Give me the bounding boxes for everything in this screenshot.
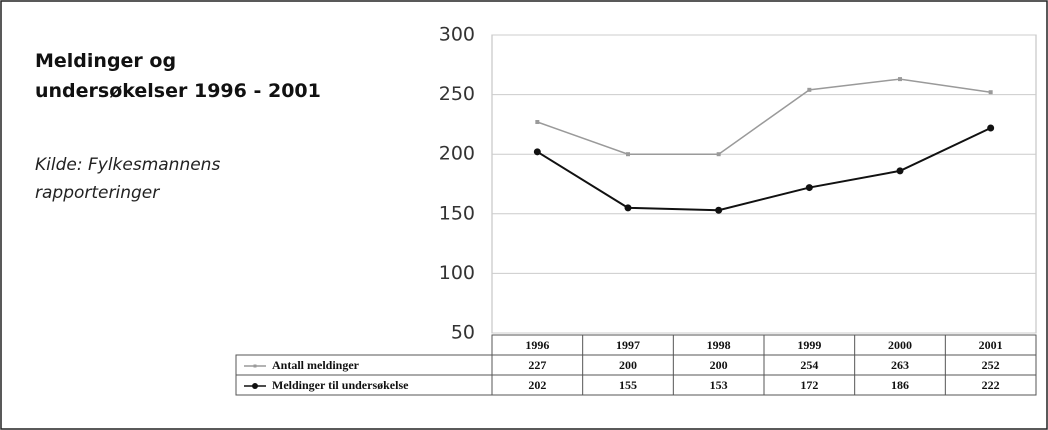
legend-marker — [253, 364, 257, 368]
x-tick-label: 2000 — [888, 338, 912, 352]
table-value: 252 — [982, 358, 1000, 372]
y-tick-label: 250 — [439, 83, 475, 105]
legend-label: Antall meldinger — [272, 358, 360, 372]
table-value: 254 — [800, 358, 818, 372]
data-point — [626, 152, 630, 157]
y-tick-label: 200 — [439, 143, 475, 165]
title-line: undersøkelser 1996 - 2001 — [35, 80, 321, 102]
data-point — [805, 184, 813, 192]
plot-area — [491, 34, 1037, 334]
x-tick-label: 2001 — [979, 338, 1003, 352]
x-tick-label: 1999 — [797, 338, 821, 352]
legend-marker — [252, 383, 258, 389]
data-point — [988, 90, 993, 95]
legend-label: Meldinger til undersøkelse — [272, 378, 409, 392]
table-value: 155 — [619, 378, 637, 392]
title-line: Meldinger og — [35, 50, 176, 72]
data-point — [715, 206, 723, 214]
table-value: 202 — [528, 378, 546, 392]
table-value: 263 — [891, 358, 909, 372]
table-value: 186 — [891, 378, 909, 392]
source-line: rapporteringer — [35, 183, 160, 203]
data-point — [807, 87, 812, 92]
table-value: 200 — [710, 358, 728, 372]
data-point — [624, 204, 632, 212]
series-line — [537, 78, 991, 155]
x-tick-label: 1998 — [707, 338, 731, 352]
y-tick-label: 100 — [439, 262, 475, 284]
y-tick-label: 300 — [439, 24, 475, 46]
table-value: 222 — [982, 378, 1000, 392]
table-value: 153 — [710, 378, 728, 392]
data-point — [533, 148, 541, 156]
data-point — [716, 152, 721, 157]
table-value: 172 — [800, 378, 818, 392]
x-tick-label: 1996 — [525, 338, 549, 352]
y-tick-label: 50 — [451, 322, 475, 344]
data-point — [987, 124, 995, 132]
data-point — [535, 120, 540, 125]
table-value: 200 — [619, 358, 637, 372]
table-value: 227 — [528, 358, 546, 372]
data-point — [896, 167, 904, 175]
y-tick-label: 150 — [439, 202, 475, 224]
series-line — [536, 127, 992, 212]
x-tick-label: 1997 — [616, 338, 640, 352]
data-point — [898, 77, 902, 82]
source-line: Kilde: Fylkesmannens — [35, 155, 220, 175]
